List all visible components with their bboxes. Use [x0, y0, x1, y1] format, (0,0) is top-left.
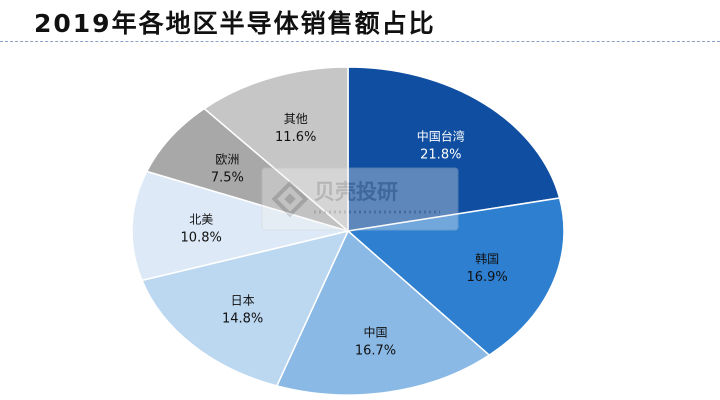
slice-value-3: 14.8% — [222, 312, 263, 327]
pie-slice-6 — [203, 66, 349, 233]
pie-slice-4 — [131, 170, 351, 282]
slice-value-6: 11.6% — [275, 130, 316, 145]
pie-slice-1 — [346, 197, 565, 357]
slice-value-1: 16.9% — [466, 270, 507, 285]
pie-slice-3 — [140, 229, 350, 387]
slice-value-2: 16.7% — [355, 344, 396, 359]
slice-label-4: 北美 — [189, 212, 213, 226]
pie-slices — [131, 66, 565, 396]
watermark: 贝壳投研 — [261, 167, 459, 231]
slice-label-2: 中国 — [363, 325, 387, 340]
slice-label-1: 韩国 — [475, 251, 499, 266]
slice-value-4: 10.8% — [181, 230, 222, 245]
slice-label-5: 欧洲 — [215, 152, 239, 166]
title-divider — [0, 41, 720, 42]
slice-value-5: 7.5% — [211, 170, 244, 185]
watermark-text: 贝壳投研 — [314, 180, 398, 204]
pie-labels: 中国台湾 21.8% 韩国 16.9% 中国 16.7% 日本 14.8% 北美 10.8% 欧洲 7… — [181, 112, 508, 359]
slice-label-6: 其他 — [284, 112, 308, 126]
slice-value-0: 21.8% — [420, 148, 461, 163]
slice-label-0: 中国台湾 — [417, 129, 465, 144]
pie-slice-5 — [145, 107, 349, 232]
pie-slice-0 — [347, 66, 561, 232]
page-title: 2019年各地区半导体销售额占比 — [34, 9, 436, 38]
slice-label-3: 日本 — [231, 294, 255, 308]
watermark-box — [261, 167, 459, 231]
